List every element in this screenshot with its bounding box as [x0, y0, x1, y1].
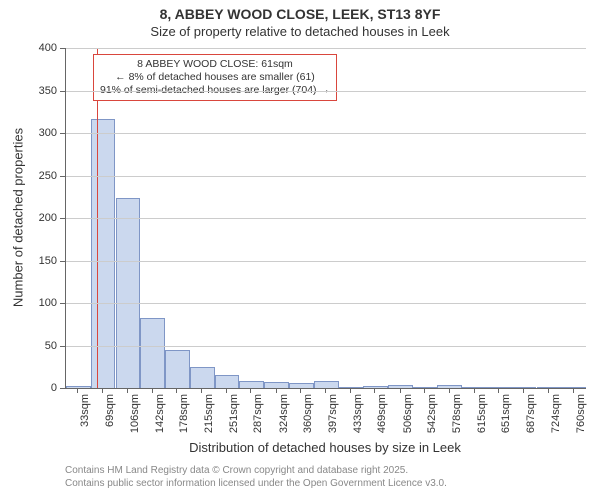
- x-tick-mark: [400, 388, 401, 393]
- histogram-bar: [561, 387, 586, 388]
- histogram-bar: [91, 119, 116, 388]
- chart-title: 8, ABBEY WOOD CLOSE, LEEK, ST13 8YF: [0, 6, 600, 22]
- gridline: [66, 261, 586, 262]
- attribution-line-1: Contains HM Land Registry data © Crown c…: [65, 465, 447, 478]
- x-tick-mark: [498, 388, 499, 393]
- annotation-line-2: ← 8% of detached houses are smaller (61): [100, 71, 330, 84]
- x-tick-mark: [523, 388, 524, 393]
- x-tick-label: 142sqm: [154, 394, 166, 433]
- x-axis-label: Distribution of detached houses by size …: [65, 440, 585, 455]
- x-tick-mark: [424, 388, 425, 393]
- x-tick-label: 760sqm: [575, 394, 587, 433]
- x-tick-mark: [325, 388, 326, 393]
- x-tick-label: 687sqm: [525, 394, 537, 433]
- x-tick-mark: [300, 388, 301, 393]
- histogram-bar: [165, 350, 190, 388]
- y-tick-label: 50: [25, 340, 57, 352]
- y-tick-label: 300: [25, 127, 57, 139]
- x-tick-label: 33sqm: [79, 394, 91, 427]
- x-tick-label: 469sqm: [376, 394, 388, 433]
- histogram-bar: [388, 385, 413, 388]
- x-tick-label: 506sqm: [402, 394, 414, 433]
- y-tick-label: 350: [25, 85, 57, 97]
- x-tick-mark: [127, 388, 128, 393]
- y-axis-label: Number of detached properties: [11, 68, 26, 368]
- x-tick-label: 69sqm: [104, 394, 116, 427]
- y-tick-label: 250: [25, 170, 57, 182]
- x-tick-label: 433sqm: [352, 394, 364, 433]
- y-tick-label: 150: [25, 255, 57, 267]
- x-tick-label: 615sqm: [476, 394, 488, 433]
- gridline: [66, 48, 586, 49]
- histogram-bar: [66, 386, 91, 388]
- x-tick-label: 360sqm: [302, 394, 314, 433]
- x-tick-label: 542sqm: [426, 394, 438, 433]
- y-tick-mark: [60, 261, 65, 262]
- gridline: [66, 303, 586, 304]
- y-tick-label: 100: [25, 297, 57, 309]
- chart-subtitle: Size of property relative to detached ho…: [0, 24, 600, 39]
- x-tick-mark: [226, 388, 227, 393]
- x-tick-mark: [176, 388, 177, 393]
- histogram-bar: [239, 381, 264, 388]
- x-tick-mark: [201, 388, 202, 393]
- y-tick-mark: [60, 176, 65, 177]
- histogram-bar: [116, 198, 141, 388]
- gridline: [66, 218, 586, 219]
- histogram-bar: [289, 383, 314, 388]
- annotation-box: 8 ABBEY WOOD CLOSE: 61sqm ← 8% of detach…: [93, 54, 337, 101]
- x-tick-mark: [152, 388, 153, 393]
- gridline: [66, 133, 586, 134]
- x-tick-label: 106sqm: [129, 394, 141, 433]
- y-tick-mark: [60, 346, 65, 347]
- y-tick-label: 200: [25, 212, 57, 224]
- x-tick-label: 324sqm: [278, 394, 290, 433]
- y-tick-mark: [60, 303, 65, 304]
- x-tick-label: 397sqm: [327, 394, 339, 433]
- attribution-line-2: Contains public sector information licen…: [65, 478, 447, 491]
- histogram-bar: [363, 386, 388, 388]
- y-tick-mark: [60, 91, 65, 92]
- x-tick-label: 178sqm: [178, 394, 190, 433]
- histogram-bar: [140, 318, 165, 388]
- x-tick-label: 287sqm: [252, 394, 264, 433]
- x-tick-label: 215sqm: [203, 394, 215, 433]
- attribution-text: Contains HM Land Registry data © Crown c…: [65, 465, 447, 490]
- x-tick-mark: [449, 388, 450, 393]
- histogram-bar: [314, 381, 339, 388]
- x-tick-label: 251sqm: [228, 394, 240, 433]
- x-tick-mark: [77, 388, 78, 393]
- gridline: [66, 346, 586, 347]
- x-tick-mark: [102, 388, 103, 393]
- annotation-line-1: 8 ABBEY WOOD CLOSE: 61sqm: [100, 58, 330, 71]
- histogram-bar: [215, 375, 240, 388]
- gridline: [66, 176, 586, 177]
- y-tick-mark: [60, 133, 65, 134]
- chart-container: 8, ABBEY WOOD CLOSE, LEEK, ST13 8YF Size…: [0, 0, 600, 500]
- y-tick-mark: [60, 48, 65, 49]
- histogram-bar: [190, 367, 215, 388]
- x-tick-mark: [250, 388, 251, 393]
- x-tick-mark: [350, 388, 351, 393]
- x-tick-mark: [374, 388, 375, 393]
- gridline: [66, 91, 586, 92]
- y-tick-label: 400: [25, 42, 57, 54]
- x-tick-label: 651sqm: [500, 394, 512, 433]
- plot-area: 8 ABBEY WOOD CLOSE: 61sqm ← 8% of detach…: [65, 48, 586, 389]
- x-tick-mark: [276, 388, 277, 393]
- y-tick-mark: [60, 218, 65, 219]
- histogram-bar: [487, 387, 512, 388]
- histogram-bar: [437, 385, 462, 388]
- x-tick-mark: [474, 388, 475, 393]
- x-tick-label: 724sqm: [550, 394, 562, 433]
- y-tick-label: 0: [25, 382, 57, 394]
- histogram-bar: [413, 387, 438, 388]
- y-tick-mark: [60, 388, 65, 389]
- x-tick-label: 578sqm: [451, 394, 463, 433]
- x-tick-mark: [573, 388, 574, 393]
- x-tick-mark: [548, 388, 549, 393]
